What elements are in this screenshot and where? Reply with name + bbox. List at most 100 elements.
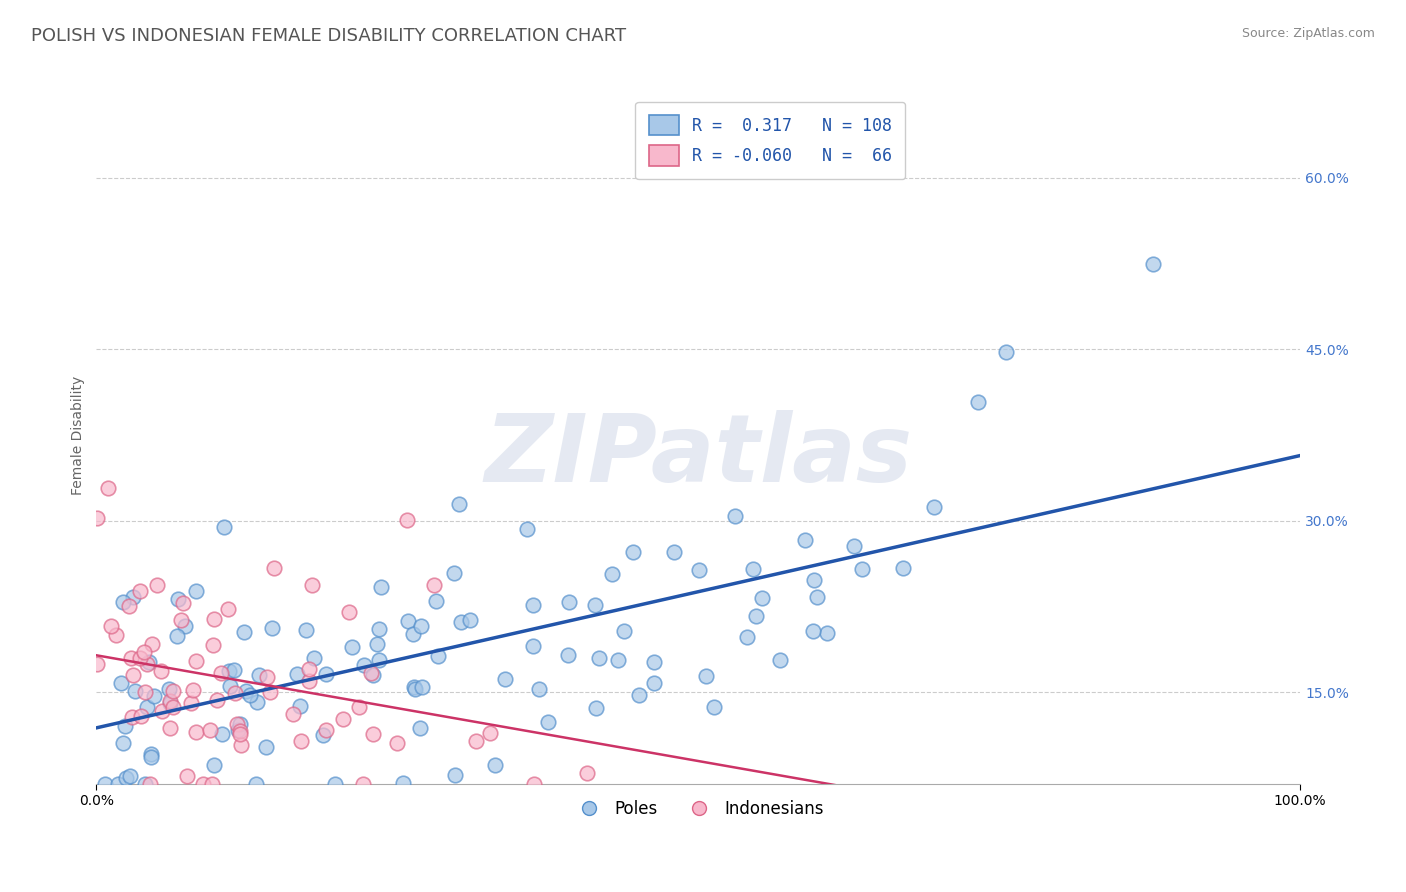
- Text: POLISH VS INDONESIAN FEMALE DISABILITY CORRELATION CHART: POLISH VS INDONESIAN FEMALE DISABILITY C…: [31, 27, 626, 45]
- Point: [643, 675, 665, 690]
- Point: [120, 650, 142, 665]
- Point: [851, 562, 873, 576]
- Point: [180, 697, 202, 711]
- Point: [724, 508, 747, 523]
- Point: [607, 653, 630, 667]
- Point: [361, 668, 384, 682]
- Point: [143, 689, 166, 703]
- Point: [254, 739, 277, 754]
- Point: [212, 520, 235, 534]
- Point: [134, 684, 156, 698]
- Point: [129, 709, 152, 723]
- Point: [290, 734, 312, 748]
- Point: [458, 613, 481, 627]
- Point: [368, 653, 391, 667]
- Point: [695, 669, 717, 683]
- Point: [247, 668, 270, 682]
- Point: [891, 561, 914, 575]
- Point: [557, 648, 579, 663]
- Point: [198, 723, 221, 737]
- Point: [202, 757, 225, 772]
- Point: [353, 657, 375, 672]
- Point: [222, 663, 245, 677]
- Point: [585, 701, 607, 715]
- Point: [201, 777, 224, 791]
- Point: [613, 624, 636, 638]
- Point: [425, 594, 447, 608]
- Point: [115, 771, 138, 785]
- Point: [122, 591, 145, 605]
- Point: [159, 721, 181, 735]
- Point: [283, 707, 305, 722]
- Point: [138, 777, 160, 791]
- Point: [211, 727, 233, 741]
- Point: [751, 591, 773, 606]
- Point: [352, 777, 374, 791]
- Point: [135, 657, 157, 671]
- Point: [259, 685, 281, 699]
- Point: [134, 777, 156, 791]
- Point: [494, 673, 516, 687]
- Point: [193, 777, 215, 791]
- Point: [302, 651, 325, 665]
- Point: [402, 680, 425, 694]
- Point: [688, 563, 710, 577]
- Point: [742, 562, 765, 576]
- Point: [285, 667, 308, 681]
- Point: [558, 595, 581, 609]
- Point: [370, 580, 392, 594]
- Point: [288, 698, 311, 713]
- Point: [842, 539, 865, 553]
- Point: [167, 592, 190, 607]
- Point: [803, 574, 825, 588]
- Point: [444, 768, 467, 782]
- Text: Source: ZipAtlas.com: Source: ZipAtlas.com: [1241, 27, 1375, 40]
- Point: [141, 750, 163, 764]
- Point: [136, 700, 159, 714]
- Point: [361, 727, 384, 741]
- Point: [166, 629, 188, 643]
- Point: [107, 777, 129, 791]
- Point: [226, 716, 249, 731]
- Point: [86, 657, 108, 672]
- Point: [205, 693, 228, 707]
- Point: [340, 640, 363, 655]
- Point: [523, 777, 546, 791]
- Point: [134, 644, 156, 658]
- Point: [745, 608, 768, 623]
- Point: [449, 497, 471, 511]
- Point: [404, 681, 426, 696]
- Point: [479, 725, 502, 739]
- Point: [114, 719, 136, 733]
- Point: [141, 637, 163, 651]
- Point: [387, 736, 409, 750]
- Point: [112, 736, 135, 750]
- Point: [392, 776, 415, 790]
- Point: [202, 611, 225, 625]
- Point: [600, 567, 623, 582]
- Point: [396, 615, 419, 629]
- Point: [301, 578, 323, 592]
- Point: [233, 624, 256, 639]
- Point: [110, 676, 132, 690]
- Point: [769, 653, 792, 667]
- Point: [256, 670, 278, 684]
- Point: [170, 613, 193, 627]
- Point: [801, 624, 824, 638]
- Point: [298, 674, 321, 689]
- Point: [209, 665, 232, 680]
- Point: [176, 769, 198, 783]
- Point: [628, 688, 651, 702]
- Point: [360, 665, 382, 680]
- Point: [94, 777, 117, 791]
- Point: [576, 766, 599, 780]
- Point: [162, 699, 184, 714]
- Point: [402, 627, 425, 641]
- Point: [217, 602, 239, 616]
- Point: [157, 681, 180, 696]
- Point: [621, 545, 644, 559]
- Point: [806, 590, 828, 604]
- Point: [228, 723, 250, 738]
- Point: [124, 684, 146, 698]
- Point: [239, 688, 262, 702]
